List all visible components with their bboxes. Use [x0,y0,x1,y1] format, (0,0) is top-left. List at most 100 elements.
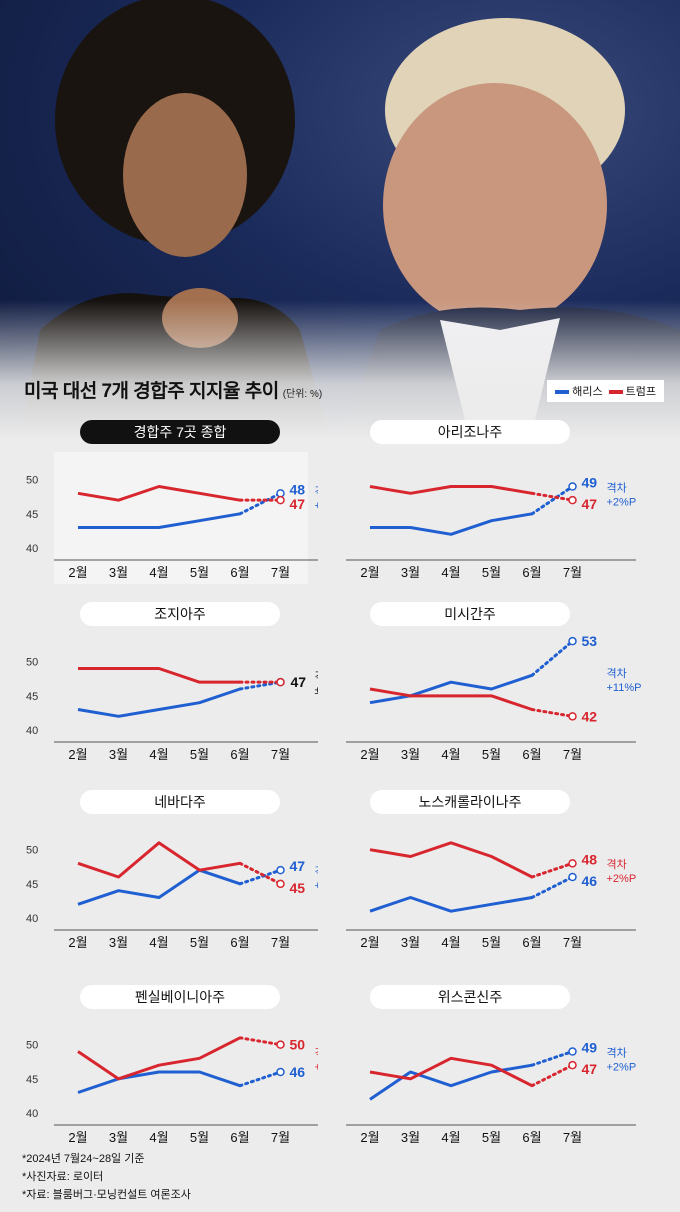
series-dotted-trump [530,491,574,502]
gap-title: 격차 [607,481,627,494]
series-dotted-harris [238,868,282,886]
y-tick-label: 45 [26,1074,38,1086]
series-dotted-trump [238,861,282,886]
x-tick-label: 3월 [109,565,128,580]
series-line-trump [369,485,533,495]
series-line-harris [77,687,241,718]
candidates-photo [0,0,680,440]
data-label-trump: 45 [290,880,306,896]
x-tick-label: 2월 [68,747,87,762]
data-point-end [568,1047,577,1056]
chart-title: 노스캐롤라이나주 [370,790,570,814]
y-tick-label: 50 [26,657,38,669]
x-tick-label: 7월 [271,1130,290,1145]
data-label-harris: 49 [582,1040,598,1056]
y-tick-label: 40 [26,913,38,925]
series-line-trump [78,667,240,684]
x-tick-label: 2월 [68,935,87,950]
x-tick-label: 7월 [271,935,290,950]
chart-title: 위스콘신주 [370,985,570,1009]
line-chart: 5045402월3월4월5월6월7월4947격차+2%P [346,475,636,580]
data-label-trump: 50 [290,1037,306,1053]
x-tick-label: 3월 [401,1130,420,1145]
data-label-trump: 48 [582,851,598,867]
x-tick-label: 3월 [109,747,128,762]
line-chart: 5045402월3월4월5월6월7월5342격차+11%P [346,633,641,762]
x-tick-label: 5월 [482,747,501,762]
legend: 해리스 트럼프 [547,380,664,402]
legend-item-trump: 트럼프 [608,383,656,399]
series-dotted-harris [530,1050,574,1067]
x-tick-label: 2월 [360,1130,379,1145]
gap-title: 격차 [607,1046,627,1059]
data-point-end [276,677,285,687]
data-point-end [276,489,285,498]
gap-title: 격차 [315,1046,319,1059]
series-line-trump [369,687,533,711]
series-dotted-harris [530,485,574,516]
gap-value: +2%P [315,880,319,892]
series-line-harris [77,1070,241,1094]
x-tick-label: 7월 [271,747,290,762]
x-tick-label: 4월 [441,747,460,762]
data-point-end [568,495,577,505]
data-point-end [276,865,285,875]
gap-title: 격차 [315,485,319,498]
x-tick-label: 4월 [149,1130,168,1145]
data-point-end [568,482,577,491]
gap-title: 격차 [315,865,319,878]
series-line-harris [77,868,241,906]
gap-title: 격차 [315,670,319,683]
line-chart: 50 45 40 2월 3월 4월 5월 6월 7월 47 격차 ±0%P [26,657,319,762]
unit-label: (단위: %) [282,389,323,400]
y-tick-label: 45 [26,509,38,521]
x-tick-label: 6월 [522,935,541,950]
y-tick-label: 40 [26,725,38,737]
x-tick-label: 4월 [441,565,460,580]
x-tick-label: 6월 [522,1130,541,1145]
gap-value: +4%P [315,1061,319,1073]
page-title: 미국 대선 7개 경합주 지지율 추이 [24,381,279,402]
x-tick-label: 2월 [360,935,379,950]
series-line-harris [369,896,533,913]
gap-value: +2%P [607,1061,637,1073]
y-tick-label: 40 [26,543,38,555]
x-tick-label: 5월 [482,1130,501,1145]
footnotes: *2024년 7월24~28일 기준 *사진자료: 로이터 *자료: 블룸버그·… [22,1150,191,1204]
chart-title: 아리조나주 [370,420,570,444]
x-tick-label: 6월 [230,747,249,762]
y-tick-label: 45 [26,691,38,703]
data-label-tie: 47 [291,674,307,690]
series-dotted-harris [238,491,282,516]
series-dotted-harris [530,875,574,899]
series-dotted-trump [530,1063,574,1088]
x-tick-label: 5월 [190,565,209,580]
highlight-background [54,452,308,584]
x-tick-label: 4월 [149,935,168,950]
footnote-photo-source: *사진자료: 로이터 [22,1171,104,1183]
series-line-harris [369,1063,533,1101]
x-tick-label: 7월 [563,747,582,762]
series-dotted-trump [238,1036,282,1047]
footnote-data-source: *자료: 블룸버그·모닝컨설트 여론조사 [22,1189,191,1201]
x-tick-label: 6월 [230,1130,249,1145]
x-tick-label: 7월 [563,565,582,580]
data-label-trump: 47 [582,1061,598,1077]
data-point-end [276,879,285,889]
y-tick-label: 50 [26,475,38,487]
x-tick-label: 3월 [401,565,420,580]
series-line-trump [77,485,241,502]
series-line-harris [370,512,533,536]
x-tick-label: 3월 [401,747,420,762]
chart-title-row: 미국 대선 7개 경합주 지지율 추이 (단위: %) 해리스 트럼프 [24,376,664,406]
x-tick-label: 5월 [190,747,209,762]
series-dotted-trump [530,861,574,879]
chart-panel-3: 50 45 40 2월 3월 4월 5월 6월 7월 47 격차 ±0%P 조지아주 [0,602,318,782]
chart-title: 경합주 7곳 종합 [80,420,280,444]
x-tick-label: 5월 [190,935,209,950]
x-tick-label: 4월 [149,565,168,580]
x-tick-label: 2월 [68,1130,87,1145]
x-tick-label: 2월 [360,565,379,580]
